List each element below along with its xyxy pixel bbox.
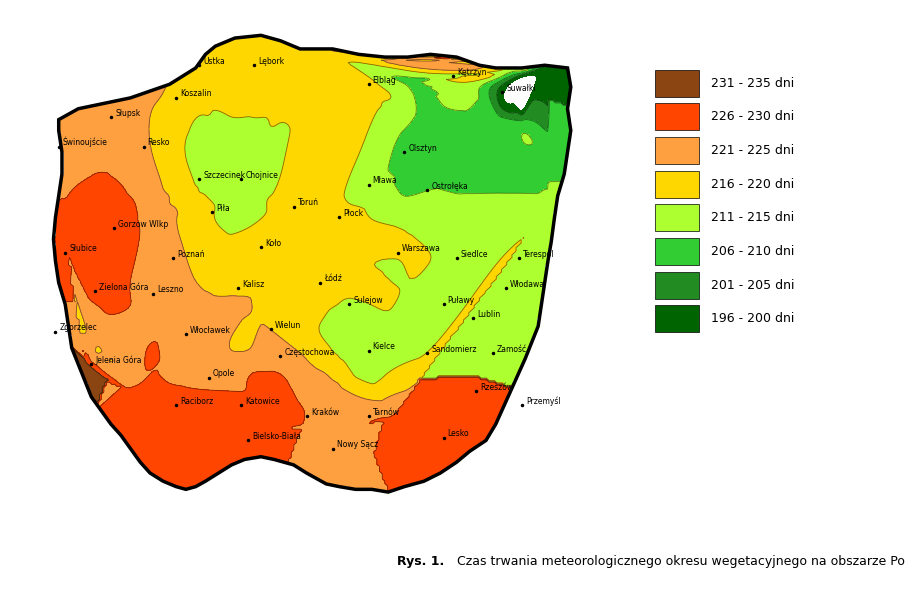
Text: Słubice: Słubice xyxy=(70,245,97,254)
Text: Koszalin: Koszalin xyxy=(180,89,212,99)
Text: Kielce: Kielce xyxy=(372,342,396,351)
Text: 196 - 200 dni: 196 - 200 dni xyxy=(711,313,795,325)
Text: Ustka: Ustka xyxy=(203,57,225,66)
Text: Raciborz: Raciborz xyxy=(180,397,214,405)
Text: Świnoujście: Świnoujście xyxy=(63,137,108,147)
FancyBboxPatch shape xyxy=(655,204,699,231)
Text: Łódź: Łódź xyxy=(323,274,342,283)
Text: Czas trwania meteorologicznego okresu wegetacyjnego na obszarze Polski w latach : Czas trwania meteorologicznego okresu we… xyxy=(453,555,906,568)
Text: Resko: Resko xyxy=(148,138,170,147)
Text: Koło: Koło xyxy=(265,239,281,248)
Text: Kętrzyn: Kętrzyn xyxy=(458,68,487,77)
Text: Ostrołęka: Ostrołęka xyxy=(431,182,468,191)
Text: Siedlce: Siedlce xyxy=(461,250,488,259)
Text: Katowice: Katowice xyxy=(246,397,280,405)
Text: Szczecinek: Szczecinek xyxy=(203,171,246,180)
Text: Włocławek: Włocławek xyxy=(190,326,231,335)
Text: Elbląg: Elbląg xyxy=(372,76,397,85)
Text: Piła: Piła xyxy=(217,204,230,213)
Text: 211 - 215 dni: 211 - 215 dni xyxy=(711,212,795,224)
FancyBboxPatch shape xyxy=(655,306,699,332)
Text: Nowy Sącz: Nowy Sącz xyxy=(337,440,378,449)
Text: Płock: Płock xyxy=(343,209,363,218)
Text: Bielsko-Biała: Bielsko-Biała xyxy=(252,432,301,441)
Text: Zamość: Zamość xyxy=(496,345,526,354)
Text: 206 - 210 dni: 206 - 210 dni xyxy=(711,245,795,258)
Text: Tarnów: Tarnów xyxy=(372,408,400,417)
Text: Puławy: Puławy xyxy=(448,296,475,305)
Text: 201 - 205 dni: 201 - 205 dni xyxy=(711,279,795,291)
Text: Rzeszów: Rzeszów xyxy=(480,383,514,392)
Text: Lębork: Lębork xyxy=(258,57,284,66)
Text: Zielona Góra: Zielona Góra xyxy=(99,282,149,291)
Text: Poznań: Poznań xyxy=(177,250,205,259)
Text: Toruń: Toruń xyxy=(298,198,319,207)
FancyBboxPatch shape xyxy=(655,70,699,96)
Text: Wielun: Wielun xyxy=(275,320,301,330)
FancyBboxPatch shape xyxy=(655,238,699,265)
Text: Sandomierz: Sandomierz xyxy=(431,345,477,354)
Text: Jelenia Góra: Jelenia Góra xyxy=(95,355,142,365)
Text: Lesko: Lesko xyxy=(448,429,469,439)
FancyBboxPatch shape xyxy=(655,103,699,130)
Text: Lublin: Lublin xyxy=(477,310,500,319)
Text: Zgorzelec: Zgorzelec xyxy=(60,323,97,332)
Text: Sulejow: Sulejow xyxy=(353,296,382,305)
Text: 216 - 220 dni: 216 - 220 dni xyxy=(711,178,795,190)
Text: Częstochowa: Częstochowa xyxy=(284,348,335,357)
Text: Terespol: Terespol xyxy=(523,250,554,259)
Text: Warszawa: Warszawa xyxy=(402,245,441,254)
Text: 231 - 235 dni: 231 - 235 dni xyxy=(711,77,795,89)
Text: Kalisz: Kalisz xyxy=(242,280,265,289)
Text: Opole: Opole xyxy=(213,369,236,378)
Text: Mława: Mława xyxy=(372,177,398,186)
Text: Przemyśl: Przemyśl xyxy=(526,396,561,405)
FancyBboxPatch shape xyxy=(655,272,699,298)
Text: 221 - 225 dni: 221 - 225 dni xyxy=(711,144,795,157)
Text: Gorzow Wlkp: Gorzow Wlkp xyxy=(119,220,169,229)
Text: Suwałki: Suwałki xyxy=(506,84,536,93)
Text: Olsztyn: Olsztyn xyxy=(409,144,438,153)
Text: Kraków: Kraków xyxy=(311,408,339,417)
Text: Leszno: Leszno xyxy=(158,285,184,294)
Text: Słupsk: Słupsk xyxy=(115,109,140,118)
Text: 226 - 230 dni: 226 - 230 dni xyxy=(711,111,795,123)
Text: Rys. 1.: Rys. 1. xyxy=(397,555,444,568)
Text: Chojnice: Chojnice xyxy=(246,171,278,180)
FancyBboxPatch shape xyxy=(655,171,699,197)
Text: Włodawa: Włodawa xyxy=(510,280,545,289)
FancyBboxPatch shape xyxy=(655,137,699,164)
